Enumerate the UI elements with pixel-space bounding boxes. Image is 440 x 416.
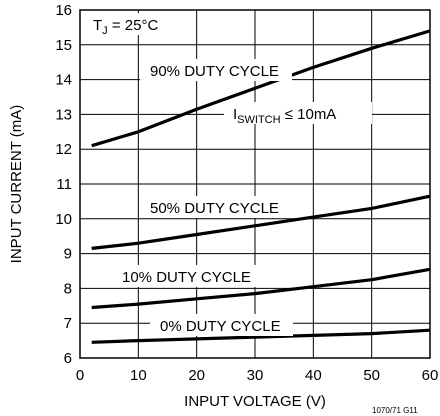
- y-tick-label: 6: [64, 350, 72, 367]
- label-bg-90: [140, 59, 292, 81]
- y-tick-label: 10: [55, 211, 72, 228]
- label-bg-10: [112, 265, 294, 287]
- series-label-0: 0% DUTY CYCLE: [160, 318, 281, 335]
- series-label-10: 10% DUTY CYCLE: [122, 269, 251, 286]
- x-tick-label: 40: [305, 367, 322, 384]
- y-tick-label: 16: [55, 2, 72, 19]
- series-line-0: [91, 29, 431, 148]
- series-line-2: [91, 267, 431, 310]
- series-line-1: [91, 194, 431, 250]
- x-axis-label: INPUT VOLTAGE (V): [184, 393, 326, 410]
- ticks: 0 10 20 30 40 50 60 6 7 8 9 10 11 12 13 14 15 16: [55, 2, 438, 384]
- x-tick-label: 20: [188, 367, 205, 384]
- tj-annotation: TJ = 25°C: [93, 17, 158, 37]
- figure-code: 1070/71 G11: [372, 406, 418, 415]
- label-bg-0: [150, 314, 293, 336]
- y-tick-label: 14: [55, 72, 72, 89]
- isw-annotation-bg: [224, 102, 372, 124]
- tj-annotation-bg: [85, 13, 177, 35]
- plot-frame: [79, 9, 431, 359]
- series-label-90: 90% DUTY CYCLE: [150, 63, 279, 80]
- y-tick-label: 15: [55, 37, 72, 54]
- y-tick-label: 13: [55, 106, 72, 123]
- y-tick-label: 7: [64, 315, 72, 332]
- isw-annotation: ISWITCH ≤ 10mA: [233, 106, 336, 126]
- y-tick-label: 8: [64, 280, 72, 297]
- x-tick-label: 60: [422, 367, 439, 384]
- x-tick-label: 10: [130, 367, 147, 384]
- y-axis-label: INPUT CURRENT (mA): [8, 105, 25, 264]
- label-bg-50: [140, 196, 292, 218]
- curves: [91, 29, 431, 344]
- y-tick-label: 12: [55, 141, 72, 158]
- x-tick-label: 30: [247, 367, 264, 384]
- x-tick-label: 0: [76, 367, 84, 384]
- y-tick-label: 9: [64, 246, 72, 263]
- series-label-50: 50% DUTY CYCLE: [150, 200, 279, 217]
- y-tick-label: 11: [56, 176, 72, 193]
- series-line-3: [91, 328, 431, 344]
- x-tick-label: 50: [363, 367, 380, 384]
